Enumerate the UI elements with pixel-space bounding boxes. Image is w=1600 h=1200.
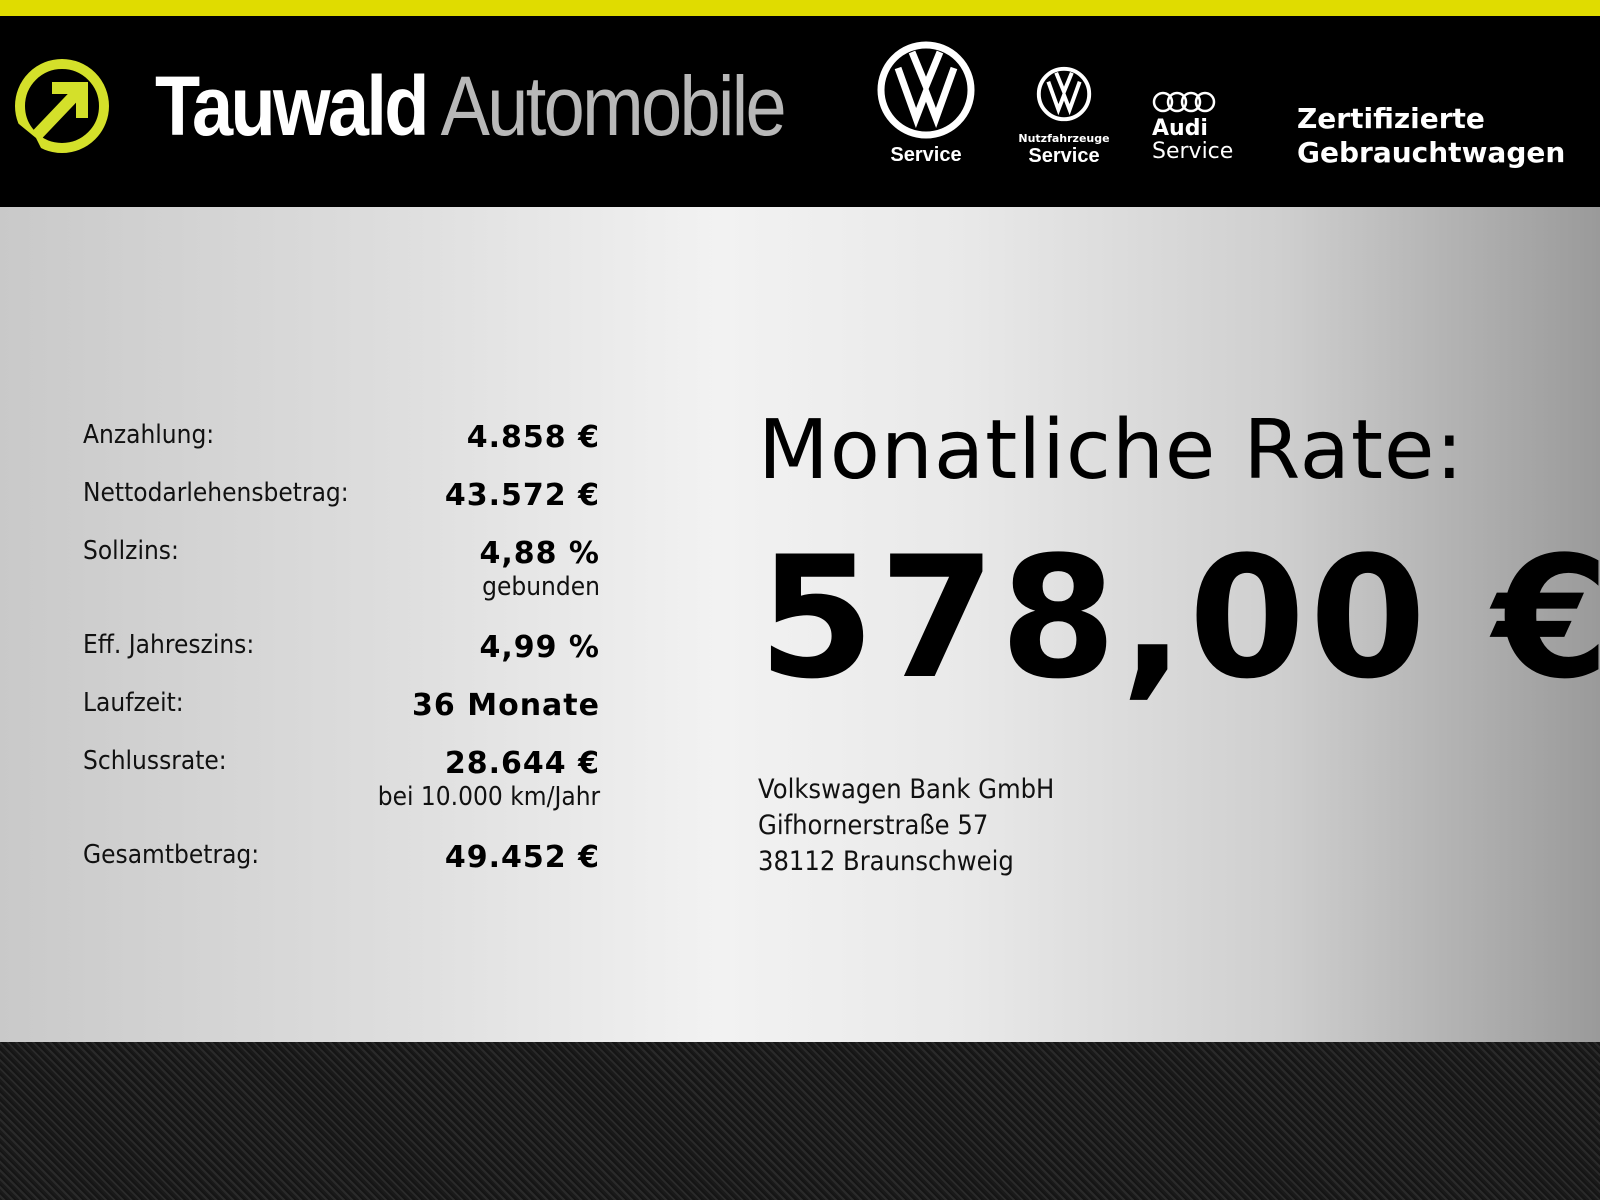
brand-name: Tauwald Automobile — [155, 58, 787, 155]
vw-service-label: Service — [890, 144, 962, 166]
bank-city: 38112 Braunschweig — [758, 846, 1014, 877]
offer-panel — [0, 207, 1600, 1042]
row-label: Schlussrate: — [83, 746, 227, 776]
vw-nutzfahrzeuge-logo-icon — [1036, 66, 1092, 122]
monthly-rate-headline: Monatliche Rate: — [758, 403, 1465, 498]
header — [0, 16, 1600, 207]
row-label: Anzahlung: — [83, 420, 215, 450]
audi-rings-icon — [1152, 91, 1216, 113]
bank-address: Volkswagen Bank GmbH Gifhornerstraße 57 … — [758, 772, 1054, 880]
row-value: 49.452 € — [444, 840, 600, 875]
row-value: 28.644 € — [444, 746, 600, 781]
row-label: Eff. Jahreszins: — [83, 630, 255, 660]
row-note: gebunden — [482, 572, 600, 602]
row-value: 4,88 % — [479, 536, 600, 571]
row-label: Gesamtbetrag: — [83, 840, 260, 870]
brand-primary: Tauwald — [155, 59, 429, 153]
row-note: bei 10.000 km/Jahr — [377, 782, 600, 812]
footer-texture — [0, 1042, 1600, 1200]
row-value: 36 Monate — [412, 688, 600, 723]
audi-service-label: Service — [1152, 139, 1234, 164]
vw-nutzfahrzeuge-service-logo: Nutzfahrzeuge Service — [1012, 66, 1116, 168]
row-value: 4.858 € — [466, 420, 600, 455]
row-label: Nettodarlehensbetrag: — [83, 478, 349, 508]
accent-bar — [0, 0, 1600, 16]
bank-name: Volkswagen Bank GmbH — [758, 774, 1055, 805]
bank-street: Gifhornerstraße 57 — [758, 810, 989, 841]
monthly-rate-amount: 578,00 € — [758, 520, 1600, 716]
certified-line1: Zertifizierte — [1297, 102, 1485, 135]
certified-used-cars: Zertifizierte Gebrauchtwagen — [1297, 102, 1565, 170]
row-label: Laufzeit: — [83, 688, 184, 718]
brand-secondary: Automobile — [440, 59, 787, 153]
certified-line2: Gebrauchtwagen — [1297, 136, 1566, 169]
row-value: 43.572 € — [444, 478, 600, 513]
audi-label: Audi — [1152, 116, 1208, 141]
tauwald-arrow-logo-icon — [14, 59, 109, 154]
nutzfahrzeuge-label: Nutzfahrzeuge — [1018, 132, 1110, 145]
nutzfahrzeuge-service-label: Service — [1028, 145, 1100, 167]
row-label: Sollzins: — [83, 536, 179, 566]
audi-service-logo: Audi Service — [1152, 90, 1252, 164]
row-value: 4,99 % — [479, 630, 600, 665]
vw-logo-icon — [877, 41, 975, 139]
vw-service-logo: Service — [874, 40, 978, 167]
